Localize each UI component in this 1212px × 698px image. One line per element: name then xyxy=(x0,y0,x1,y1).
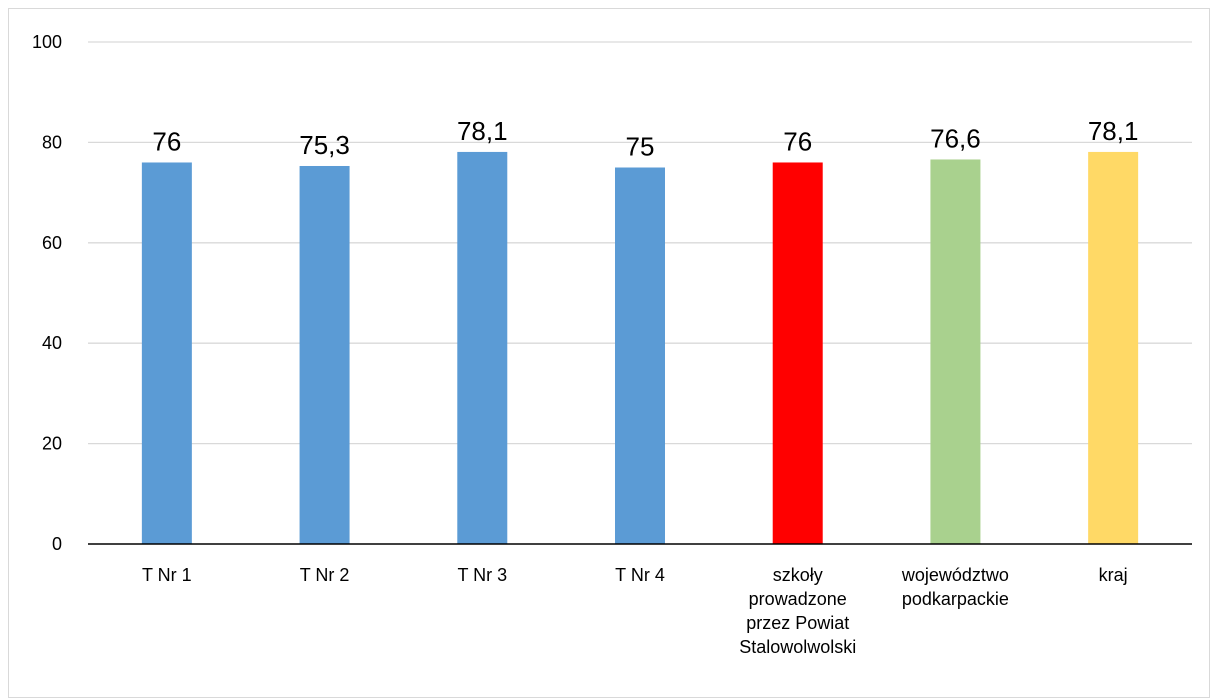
bars xyxy=(141,151,1139,545)
category-label: T Nr 4 xyxy=(615,565,665,585)
category-label: województwo podkarpackie xyxy=(901,565,1009,609)
y-tick-label: 100 xyxy=(32,32,62,52)
data-labels: 76 75,3 78,1 75 76 76,6 78,1 xyxy=(152,116,1138,162)
bar xyxy=(772,162,823,545)
category-labels: T Nr 1 T Nr 2 T Nr 3 T Nr 4 szkoły prowadzone… xyxy=(142,565,1128,657)
y-tick-label: 60 xyxy=(42,233,62,253)
category-label-line: prowadzone xyxy=(749,589,847,609)
category-label-line: podkarpackie xyxy=(902,589,1009,609)
bar xyxy=(1088,151,1139,545)
data-label: 75 xyxy=(626,132,655,162)
y-tick-labels: 0 20 40 60 80 100 xyxy=(32,32,62,554)
bar xyxy=(930,159,981,544)
y-tick-label: 20 xyxy=(42,434,62,454)
category-label: T Nr 2 xyxy=(300,565,350,585)
chart-frame xyxy=(8,8,1210,698)
bar xyxy=(615,167,665,544)
category-label-line: Stalowolwolski xyxy=(739,637,856,657)
category-label-line: szkoły xyxy=(773,565,823,585)
bar xyxy=(299,165,350,544)
category-label-line: T Nr 1 xyxy=(142,565,192,585)
category-label-line: T Nr 3 xyxy=(457,565,507,585)
category-label: szkoły prowadzone przez Powiat Stalowolwols… xyxy=(739,565,856,657)
category-label: T Nr 3 xyxy=(457,565,507,585)
data-label: 76,6 xyxy=(930,123,981,153)
data-label: 78,1 xyxy=(457,116,508,146)
y-tick-label: 40 xyxy=(42,333,62,353)
category-label-line: przez Powiat xyxy=(746,613,849,633)
category-label-line: województwo xyxy=(901,565,1009,585)
category-label-line: kraj xyxy=(1099,565,1128,585)
category-label-line: T Nr 4 xyxy=(615,565,665,585)
category-label: T Nr 1 xyxy=(142,565,192,585)
category-label: kraj xyxy=(1099,565,1128,585)
data-label: 75,3 xyxy=(299,130,350,160)
y-tick-label: 80 xyxy=(42,132,62,152)
data-label: 78,1 xyxy=(1088,116,1139,146)
bar xyxy=(141,162,192,545)
bar xyxy=(457,151,508,545)
data-label: 76 xyxy=(152,126,181,156)
category-label-line: T Nr 2 xyxy=(300,565,350,585)
data-label: 76 xyxy=(783,126,812,156)
y-tick-label: 0 xyxy=(52,534,62,554)
